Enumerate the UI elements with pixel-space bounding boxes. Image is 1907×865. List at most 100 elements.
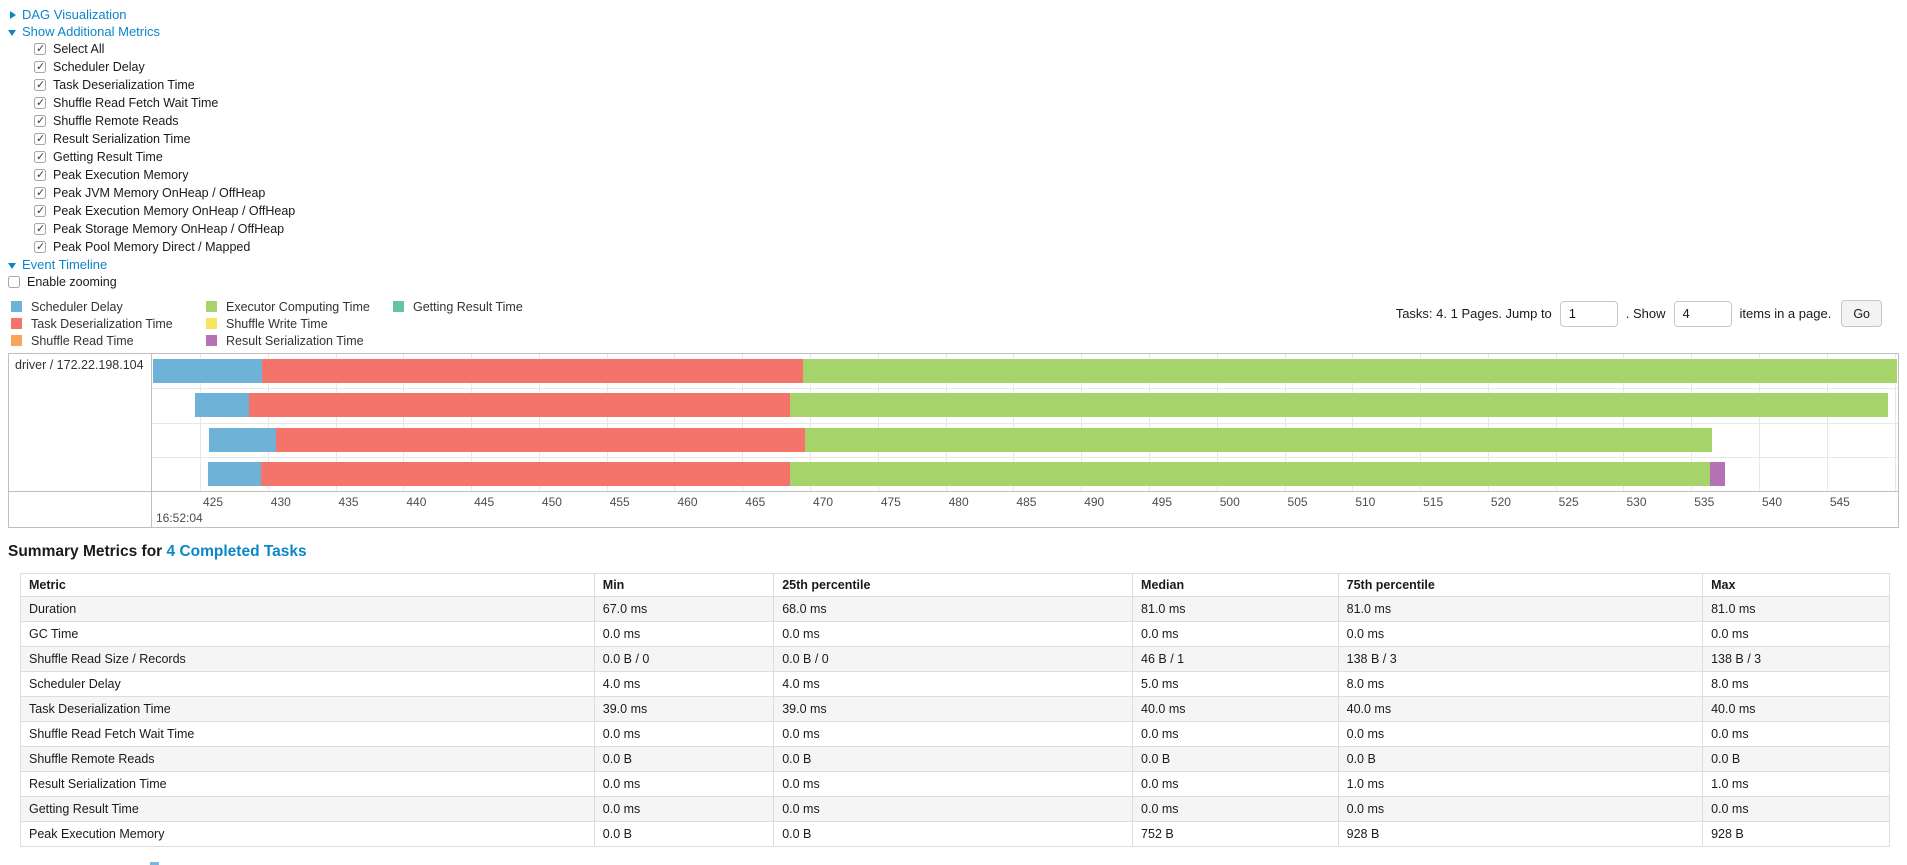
completed-tasks-link[interactable]: 4 Completed Tasks	[166, 543, 307, 560]
summary-table-row: Task Deserialization Time 39.0 ms 39.0 ms 4…	[20, 696, 1890, 722]
summary-cell: 39.0 ms	[773, 696, 1133, 722]
metric-checkbox-item[interactable]: Getting Result Time	[34, 148, 1899, 166]
summary-cell: 40.0 ms	[1337, 696, 1703, 722]
metric-checkbox-item[interactable]: Peak JVM Memory OnHeap / OffHeap	[34, 184, 1899, 202]
task-bar-segment-executor-computing[interactable]	[789, 393, 1888, 418]
metric-checkbox-item[interactable]: Peak Execution Memory	[34, 166, 1899, 184]
timeline-plot-area	[152, 354, 1898, 491]
metric-checkbox-item[interactable]: Task Deserialization Time	[34, 76, 1899, 94]
summary-metric-name: Shuffle Remote Reads	[20, 746, 595, 772]
metric-checkbox-item[interactable]: Scheduler Delay	[34, 58, 1899, 76]
legend-swatch-icon	[11, 318, 22, 329]
checkbox-checked-icon[interactable]	[34, 42, 46, 55]
legend-label: Scheduler Delay	[31, 299, 123, 314]
legend-item: Shuffle Read Time	[11, 333, 206, 348]
jump-to-page-input[interactable]	[1559, 300, 1618, 327]
checkbox-checked-icon[interactable]	[34, 168, 46, 181]
axis-tick-label: 480	[948, 495, 969, 509]
legend-column: Scheduler Delay Task Deserialization Time…	[11, 299, 206, 350]
show-additional-metrics-toggle[interactable]: Show Additional Metrics	[8, 23, 1899, 40]
summary-cell: 8.0 ms	[1702, 671, 1890, 697]
metric-checkbox-item[interactable]: Shuffle Read Fetch Wait Time	[34, 94, 1899, 112]
checkbox-checked-icon[interactable]	[34, 60, 46, 73]
task-pagination: Tasks: 4. 1 Pages. Jump to . Show items …	[1396, 299, 1882, 327]
summary-table-row: Shuffle Read Size / Records 0.0 B / 0 0.0 …	[20, 646, 1890, 672]
checkbox-checked-icon[interactable]	[34, 132, 46, 145]
summary-table-row: Shuffle Remote Reads 0.0 B 0.0 B 0.0 B 0.0 B…	[20, 746, 1890, 772]
event-timeline-toggle[interactable]: Event Timeline	[8, 256, 1899, 273]
dag-visualization-link[interactable]: DAG Visualization	[22, 7, 127, 22]
chevron-right-icon	[10, 10, 16, 19]
task-bar-segment-executor-computing[interactable]	[804, 427, 1712, 452]
legend-item: Result Serialization Time	[206, 333, 393, 348]
summary-cell: 0.0 ms	[1337, 621, 1703, 647]
metric-checkbox-item[interactable]: Peak Pool Memory Direct / Mapped	[34, 238, 1899, 256]
axis-tick-label: 450	[541, 495, 562, 509]
task-bar-segment-scheduler-delay[interactable]	[152, 359, 263, 383]
metric-checkbox-item[interactable]: Select All	[34, 40, 1899, 58]
summary-cell: 0.0 ms	[1337, 721, 1703, 747]
task-bar-segment-scheduler-delay[interactable]	[194, 393, 249, 418]
summary-cell: 40.0 ms	[1132, 696, 1339, 722]
checkbox-checked-icon[interactable]	[34, 78, 46, 91]
summary-table-row: Scheduler Delay 4.0 ms 4.0 ms 5.0 ms 8.0 ms 8…	[20, 671, 1890, 697]
legend-label: Getting Result Time	[413, 299, 523, 314]
checkbox-checked-icon[interactable]	[34, 96, 46, 109]
summary-cell: 0.0 ms	[1132, 796, 1339, 822]
summary-table-row: Result Serialization Time 0.0 ms 0.0 ms 0.0…	[20, 771, 1890, 797]
legend-label: Result Serialization Time	[226, 333, 364, 348]
checkbox-checked-icon[interactable]	[34, 186, 46, 199]
summary-cell: 40.0 ms	[1702, 696, 1890, 722]
task-bar-segment-scheduler-delay[interactable]	[208, 461, 261, 486]
axis-tick-label: 495	[1151, 495, 1172, 509]
dag-visualization-toggle[interactable]: DAG Visualization	[8, 6, 1899, 23]
checkbox-checked-icon[interactable]	[34, 240, 46, 253]
axis-tick-label: 545	[1829, 495, 1850, 509]
summary-metric-name: Duration	[20, 596, 595, 622]
legend-swatch-icon	[206, 335, 217, 346]
pagination-mid-text: . Show	[1625, 306, 1666, 321]
axis-tick-label: 440	[406, 495, 427, 509]
task-bar-segment-task-deserialization[interactable]	[248, 393, 790, 418]
task-bar-segment-executor-computing[interactable]	[803, 359, 1898, 383]
axis-tick-label: 490	[1084, 495, 1105, 509]
metric-checkbox-item[interactable]: Result Serialization Time	[34, 130, 1899, 148]
summary-cell: 0.0 B	[593, 821, 774, 847]
show-additional-metrics-link[interactable]: Show Additional Metrics	[22, 24, 161, 39]
checkbox-checked-icon[interactable]	[34, 222, 46, 235]
legend-swatch-icon	[206, 318, 217, 329]
enable-zooming-checkbox[interactable]	[8, 275, 20, 288]
checkbox-checked-icon[interactable]	[34, 150, 46, 163]
task-bar-segment-task-deserialization[interactable]	[260, 461, 790, 486]
task-bar-segment-task-deserialization[interactable]	[275, 427, 805, 452]
go-button[interactable]: Go	[1841, 300, 1882, 327]
legend-label: Executor Computing Time	[226, 299, 370, 314]
metric-checkbox-item[interactable]: Peak Execution Memory OnHeap / OffHeap	[34, 202, 1899, 220]
legend-item: Shuffle Write Time	[206, 316, 393, 331]
metric-checkbox-label: Shuffle Remote Reads	[53, 114, 179, 128]
summary-metric-name: Peak Execution Memory	[20, 821, 595, 847]
metric-checkbox-item[interactable]: Shuffle Remote Reads	[34, 112, 1899, 130]
metric-checkbox-label: Peak JVM Memory OnHeap / OffHeap	[53, 186, 266, 200]
summary-cell: 0.0 ms	[593, 796, 774, 822]
summary-cell: 4.0 ms	[773, 671, 1133, 697]
row-gridline	[152, 456, 1898, 458]
summary-cell: 1.0 ms	[1702, 771, 1890, 797]
metric-checkbox-label: Shuffle Read Fetch Wait Time	[53, 96, 219, 110]
task-bar-segment-result-serialization[interactable]	[1710, 461, 1726, 486]
metric-checkbox-label: Scheduler Delay	[53, 60, 145, 74]
metric-checkbox-label: Peak Execution Memory	[53, 168, 189, 182]
summary-cell: 0.0 ms	[1702, 621, 1890, 647]
metric-checkbox-item[interactable]: Peak Storage Memory OnHeap / OffHeap	[34, 220, 1899, 238]
chevron-down-icon	[8, 29, 16, 36]
event-timeline-link[interactable]: Event Timeline	[22, 257, 108, 272]
summary-cell: 0.0 ms	[773, 771, 1133, 797]
checkbox-checked-icon[interactable]	[34, 204, 46, 217]
task-bar-segment-scheduler-delay[interactable]	[209, 427, 276, 452]
summary-cell: 39.0 ms	[593, 696, 774, 722]
summary-cell: 0.0 ms	[1702, 796, 1890, 822]
items-per-page-input[interactable]	[1673, 300, 1732, 327]
task-bar-segment-executor-computing[interactable]	[789, 461, 1711, 486]
task-bar-segment-task-deserialization[interactable]	[262, 359, 804, 383]
checkbox-checked-icon[interactable]	[34, 114, 46, 127]
